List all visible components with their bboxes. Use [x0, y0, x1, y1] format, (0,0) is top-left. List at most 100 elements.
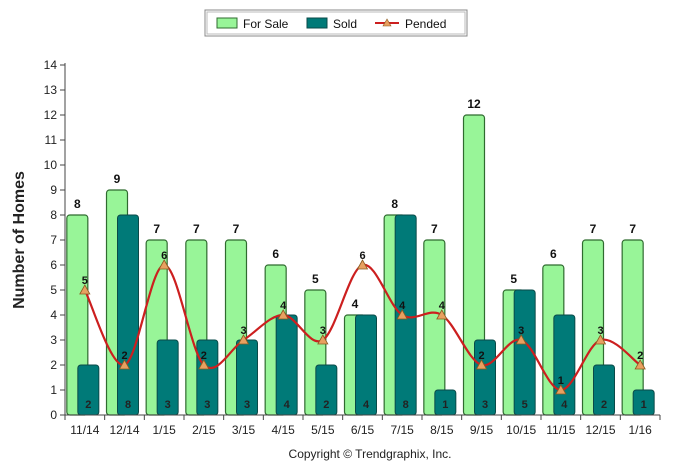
x-tick-label: 6/15: [351, 423, 375, 437]
pended-point: [634, 359, 646, 370]
y-tick-label: 7: [50, 233, 57, 247]
pended-value-label: 2: [637, 350, 643, 362]
x-tick-label: 8/15: [430, 423, 454, 437]
for-sale-value-label: 5: [312, 272, 319, 286]
for-sale-bar: [423, 239, 446, 416]
legend-sold-label: Sold: [333, 17, 357, 31]
pended-point: [356, 259, 369, 270]
pended-value-label: 5: [82, 275, 88, 287]
y-tick-label: 3: [50, 333, 57, 347]
legend-for-sale-label: For Sale: [243, 17, 289, 31]
sold-value-label: 2: [85, 399, 91, 411]
pended-point: [237, 334, 250, 345]
pended-point: [436, 309, 448, 320]
x-tick-label: 12/15: [585, 423, 615, 437]
x-tick-label: 11/14: [70, 423, 99, 437]
sold-value-label: 3: [165, 399, 171, 411]
pended-point: [317, 334, 329, 345]
for-sale-value-label: 7: [629, 222, 636, 236]
x-tick-label: 2/15: [192, 423, 216, 437]
sold-value-label: 4: [284, 399, 291, 411]
for-sale-value-label: 7: [431, 222, 438, 236]
for-sale-bar: [621, 239, 644, 416]
x-tick-label: 3/15: [232, 423, 256, 437]
y-tick-label: 13: [44, 83, 58, 97]
y-tick-label: 12: [44, 108, 58, 122]
for-sale-value-label: 7: [233, 222, 240, 236]
x-tick-label: 10/15: [506, 423, 536, 437]
x-tick-label: 1/16: [628, 423, 652, 437]
for-sale-value-label: 5: [510, 272, 517, 286]
pended-value-label: 4: [439, 300, 446, 312]
sold-value-label: 8: [403, 399, 409, 411]
x-tick-label: 4/15: [271, 423, 295, 437]
for-sale-value-label: 6: [272, 247, 279, 261]
for-sale-value-label: 8: [391, 197, 398, 211]
sold-value-label: 2: [601, 399, 607, 411]
pended-series: 5 2 6 2 3 4 3 6 4 4 2 3 1 3 2: [79, 250, 646, 395]
y-tick-label: 8: [50, 208, 57, 222]
y-tick-label: 11: [45, 133, 58, 147]
pended-point: [198, 359, 210, 370]
pended-point: [475, 359, 488, 370]
sold-bar: [117, 214, 139, 416]
pended-point: [515, 334, 527, 345]
y-tick-label: 1: [50, 383, 57, 397]
legend-for-sale-swatch: [216, 17, 238, 29]
copyright-text: Copyright © Trendgraphix, Inc.: [289, 447, 452, 461]
legend: For Sale Sold Pended: [204, 9, 468, 37]
y-tick-label: 10: [44, 158, 58, 172]
y-axis-label: Number of Homes: [11, 171, 28, 309]
sold-value-label: 3: [204, 399, 210, 411]
x-tick-label: 1/15: [152, 423, 176, 437]
x-tick-label: 12/14: [109, 423, 139, 437]
pended-point: [79, 284, 91, 295]
pended-value-label: 3: [240, 325, 246, 337]
sold-value-label: 8: [125, 399, 131, 411]
y-tick-label: 14: [44, 58, 58, 72]
for-sale-value-label: 9: [114, 172, 121, 186]
pended-point: [118, 359, 131, 370]
x-axis: 11/14 12/14 1/15 2/15 3/15 4/15 5/15 6/15 7/15 8/…: [64, 414, 661, 437]
for-sale-value-label: 12: [467, 97, 481, 111]
legend-sold-swatch: [306, 17, 328, 29]
sold-value-label: 1: [442, 399, 448, 411]
y-tick-label: 6: [50, 258, 57, 272]
sold-value-label: 4: [363, 399, 370, 411]
sold-bar: [394, 214, 417, 416]
pended-value-label: 1: [558, 375, 564, 387]
pended-value-label: 2: [201, 350, 207, 362]
pended-value-label: 2: [478, 350, 484, 362]
for-sale-value-label: 6: [550, 247, 557, 261]
legend-pended-label: Pended: [405, 17, 446, 31]
pended-value-label: 4: [280, 300, 287, 312]
y-tick-label: 4: [50, 308, 57, 322]
pended-value-label: 3: [597, 325, 603, 337]
legend-pended-marker: [382, 18, 392, 27]
sold-value-label: 2: [323, 399, 329, 411]
sold-value-label: 4: [561, 399, 568, 411]
x-tick-label: 9/15: [470, 423, 494, 437]
pended-point: [555, 384, 567, 395]
y-tick-label: 5: [50, 283, 57, 297]
sold-value-label: 3: [482, 399, 488, 411]
y-tick-label: 2: [50, 358, 57, 372]
for-sale-value-label: 7: [590, 222, 597, 236]
pended-point: [158, 259, 170, 270]
for-sale-value-label: 4: [352, 297, 359, 311]
pended-point: [396, 309, 408, 320]
y-tick-label: 0: [50, 408, 57, 422]
sold-value-label: 3: [244, 399, 250, 411]
pended-value-label: 6: [359, 250, 365, 262]
for-sale-value-label: 7: [193, 222, 200, 236]
x-tick-label: 7/15: [390, 423, 414, 437]
pended-point: [594, 334, 607, 345]
x-tick-label: 11/15: [546, 423, 575, 437]
pended-value-label: 4: [399, 300, 406, 312]
y-tick-label: 9: [50, 183, 57, 197]
sold-value-label: 5: [522, 399, 528, 411]
for-sale-value-label: 7: [153, 222, 160, 236]
x-tick-label: 5/15: [311, 423, 335, 437]
